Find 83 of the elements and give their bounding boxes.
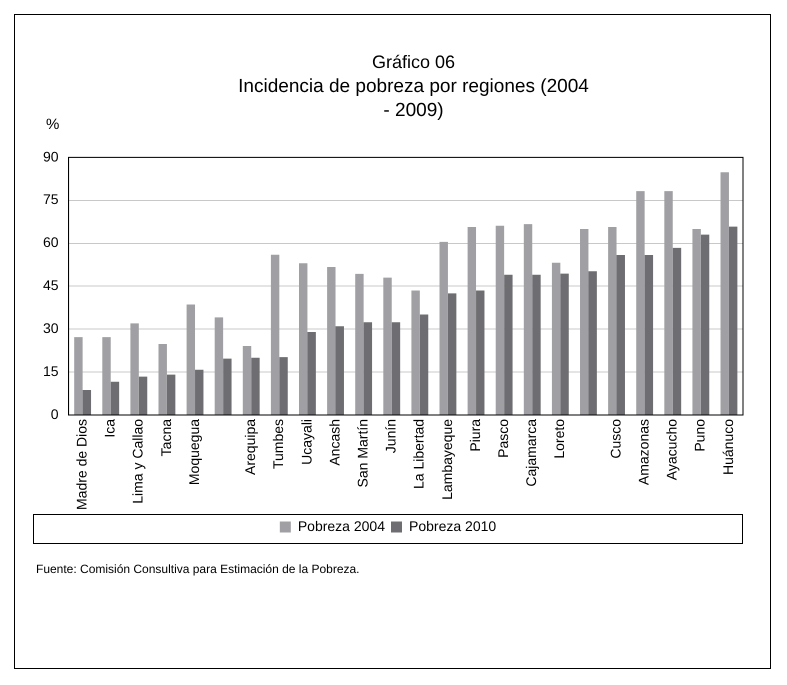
bar (616, 254, 625, 414)
x-tick-label: Huánuco (720, 418, 736, 476)
x-tick-label: Tacna (158, 418, 174, 456)
y-tick-label: 0 (50, 406, 59, 422)
x-tick-label: Loreto (551, 418, 568, 459)
x-tick-label: Pasco (495, 418, 511, 458)
bar (355, 274, 364, 414)
bar (496, 226, 504, 414)
x-tick-label: Junín (382, 418, 399, 454)
bar (560, 274, 569, 414)
bar (664, 191, 673, 414)
bar (524, 224, 532, 414)
bar (279, 357, 288, 414)
bar (411, 290, 420, 414)
bar (251, 358, 260, 414)
bar (440, 242, 448, 414)
x-tick-label: Amazonas (636, 418, 652, 486)
x-tick-label: Ancash (326, 418, 342, 466)
bar (270, 254, 280, 414)
bar (307, 332, 316, 414)
y-tick-label: 60 (42, 234, 59, 250)
bar (383, 278, 392, 414)
x-tick-label: Moquegua (186, 418, 202, 486)
x-tick-label: Ica (102, 418, 118, 438)
bar (720, 172, 729, 414)
bar (580, 228, 588, 414)
bar (336, 326, 344, 414)
bar (420, 314, 428, 414)
source-note: Fuente: Comisión Consultiva para Estimación de la Pobreza. (36, 562, 360, 576)
bar (476, 290, 484, 414)
bar (299, 263, 308, 414)
y-tick-label: 90 (42, 148, 59, 164)
bar (130, 323, 139, 414)
chart-subtitle: Incidencia de pobreza por regiones (2004 - 2009) (237, 75, 590, 123)
x-tick-label: Lambayeque (438, 418, 455, 500)
bar (327, 267, 336, 414)
x-tick-label: Puno (692, 418, 708, 452)
bar (392, 322, 400, 414)
bar (223, 358, 232, 414)
y-tick-label: 75 (42, 191, 59, 208)
y-tick-label: 45 (42, 277, 59, 294)
bar (158, 344, 167, 414)
bar (700, 234, 710, 414)
bar (608, 226, 617, 414)
y-tick-label: 30 (42, 320, 59, 336)
bar (532, 274, 541, 414)
bar (110, 382, 120, 414)
x-tick-label: San Martín (354, 418, 370, 488)
bar (214, 317, 224, 414)
bar (468, 226, 476, 414)
x-tick-label: Cajamarca (523, 418, 540, 487)
bar (166, 374, 176, 414)
bar (242, 346, 252, 414)
x-tick-label: Cusco (607, 418, 624, 459)
bar (82, 390, 92, 414)
bar (644, 254, 654, 414)
bar (195, 370, 204, 414)
y-axis-title: % (46, 116, 60, 133)
bar (102, 337, 111, 414)
x-tick-label: Ucayali (298, 418, 314, 465)
bar (552, 262, 560, 414)
bar (364, 322, 372, 414)
bar (728, 226, 738, 414)
y-tick-label: 15 (42, 362, 59, 379)
bar (588, 271, 597, 414)
x-tick-label: Arequipa (242, 418, 258, 476)
x-tick-label: La Libertad (410, 418, 427, 490)
x-tick-label: Tumbes (270, 418, 286, 470)
legend-label: Pobreza 2010 (409, 518, 496, 534)
x-tick-label: Piura (466, 418, 483, 452)
x-tick-label: Lima y Callao (130, 418, 146, 504)
bar (138, 376, 148, 414)
bar (186, 304, 196, 414)
x-tick-label: Madre de Dios (73, 418, 90, 510)
bar (74, 337, 83, 414)
bar (636, 191, 645, 414)
chart-title: Gráfico 06 (370, 52, 456, 73)
bar (448, 293, 456, 414)
legend-label: Pobreza 2004 (298, 518, 386, 534)
bar (692, 228, 701, 414)
bar (504, 274, 513, 414)
x-tick-label: Ayacucho (664, 418, 680, 480)
bar (672, 248, 682, 414)
